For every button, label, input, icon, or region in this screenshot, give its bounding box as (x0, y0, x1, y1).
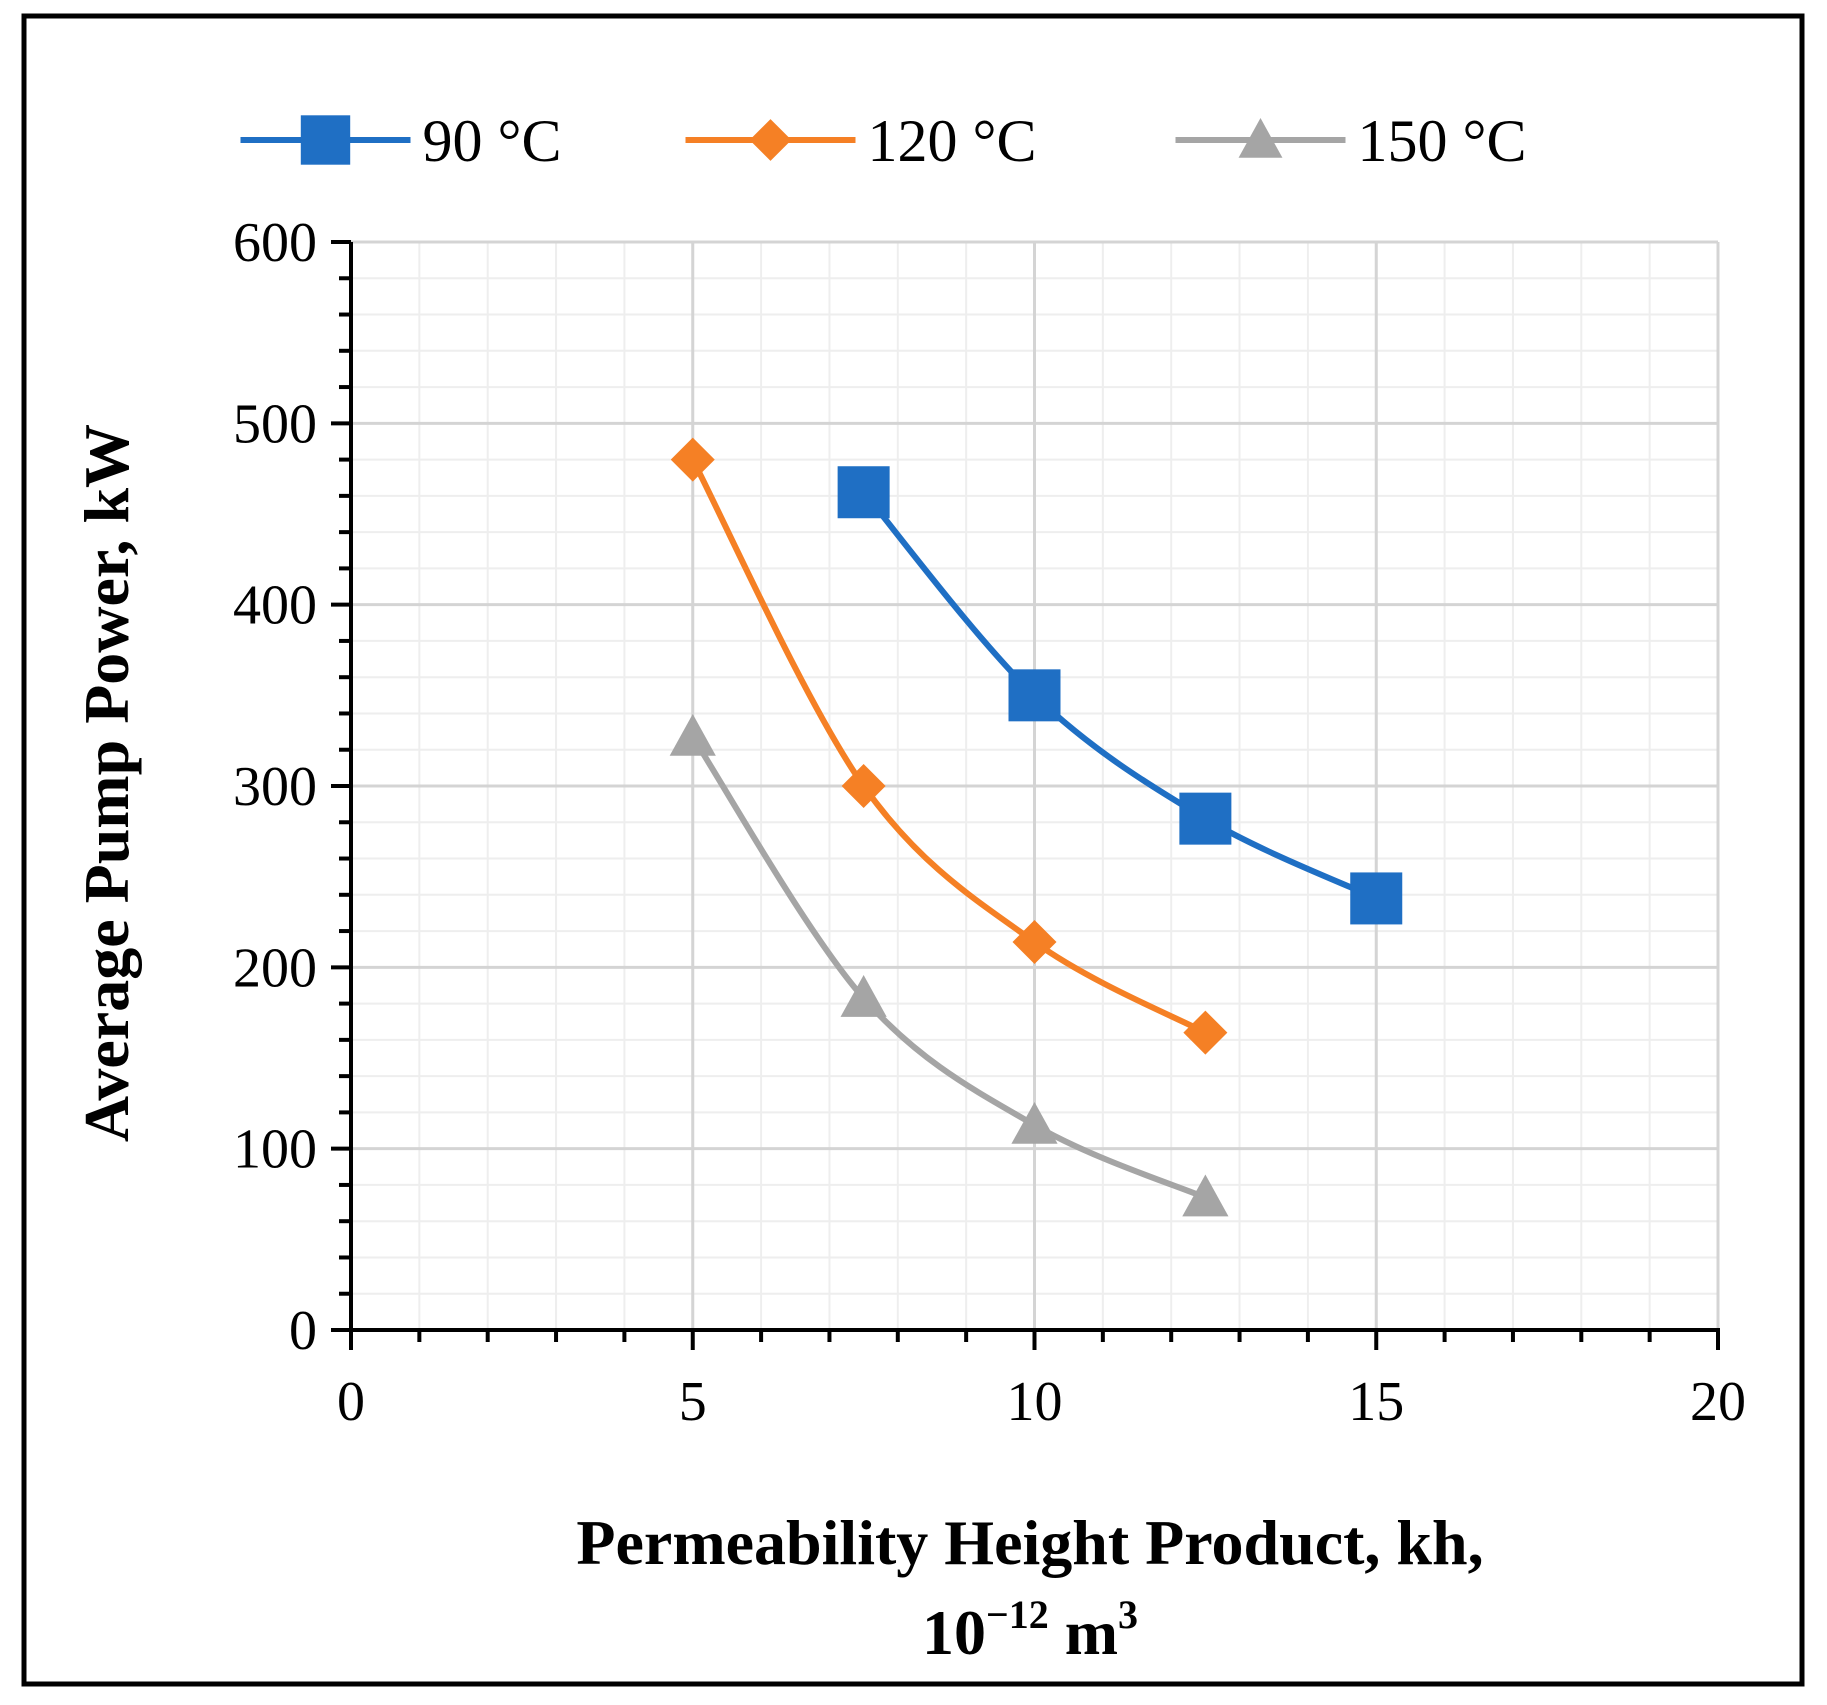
x-units-unit-exponent: 3 (1118, 1592, 1138, 1637)
x-units-base: 10 (922, 1597, 986, 1668)
legend-120-c-label: 120 °C (868, 108, 1037, 174)
legend-150-c-label: 150 °C (1358, 108, 1527, 174)
y-tick-label: 600 (233, 212, 317, 274)
legend-150-c: 150 °C (1175, 108, 1527, 174)
series-120-c (670, 437, 1228, 1055)
x-tick-label: 5 (679, 1371, 707, 1433)
x-axis-title: Permeability Height Product, kh, (576, 1507, 1483, 1578)
y-tick-label: 500 (233, 393, 317, 455)
series-90-c-line (860, 489, 1380, 902)
x-units-unit: m (1049, 1597, 1118, 1668)
series-150-c-marker (1011, 1101, 1058, 1144)
legend-120-c-marker (749, 119, 792, 161)
series-150-c-marker (840, 975, 887, 1017)
legend-90-c: 90 °C (240, 108, 562, 174)
series-150-c-marker (1182, 1174, 1229, 1217)
y-axis-title: Average Pump Power, kW (71, 424, 142, 1142)
series-150-c-line (689, 734, 1209, 1201)
legend-120-c: 120 °C (685, 108, 1037, 174)
series-150-c-marker (669, 713, 716, 756)
series-90-c-marker (1350, 872, 1403, 925)
series-120-c-line (689, 456, 1209, 1036)
y-tick-label: 200 (233, 937, 317, 999)
x-tick-label: 0 (337, 1371, 365, 1433)
y-tick-label: 300 (233, 756, 317, 818)
y-tick-label: 0 (289, 1300, 317, 1362)
series-120-c-marker (1012, 919, 1057, 964)
series-120-c-marker (670, 437, 715, 482)
series-layer (669, 437, 1403, 1217)
legend: 90 °C 120 °C 150 °C (240, 108, 1527, 174)
legend-150-c-marker (1238, 118, 1283, 158)
x-tick-label: 10 (1007, 1371, 1063, 1433)
series-120-c-marker (1183, 1010, 1228, 1055)
series-90-c-marker (1179, 792, 1232, 845)
series-150-c (669, 713, 1229, 1217)
y-tick-label: 400 (233, 575, 317, 637)
gridlines (351, 240, 1720, 1330)
y-tick-label: 100 (233, 1119, 317, 1181)
series-90-c-marker (1008, 669, 1061, 722)
chart-border (21, 13, 1805, 1687)
series-90-c-marker (837, 466, 890, 519)
x-tick-label: 15 (1348, 1371, 1404, 1433)
legend-90-c-label: 90 °C (423, 108, 562, 174)
series-90-c (837, 466, 1403, 925)
x-axis-title-units: 10−12 m3 (922, 1592, 1138, 1668)
x-units-exponent: −12 (986, 1592, 1049, 1637)
series-120-c-marker (841, 764, 886, 808)
legend-90-c-marker (300, 115, 351, 165)
x-tick-label: 20 (1690, 1371, 1746, 1433)
